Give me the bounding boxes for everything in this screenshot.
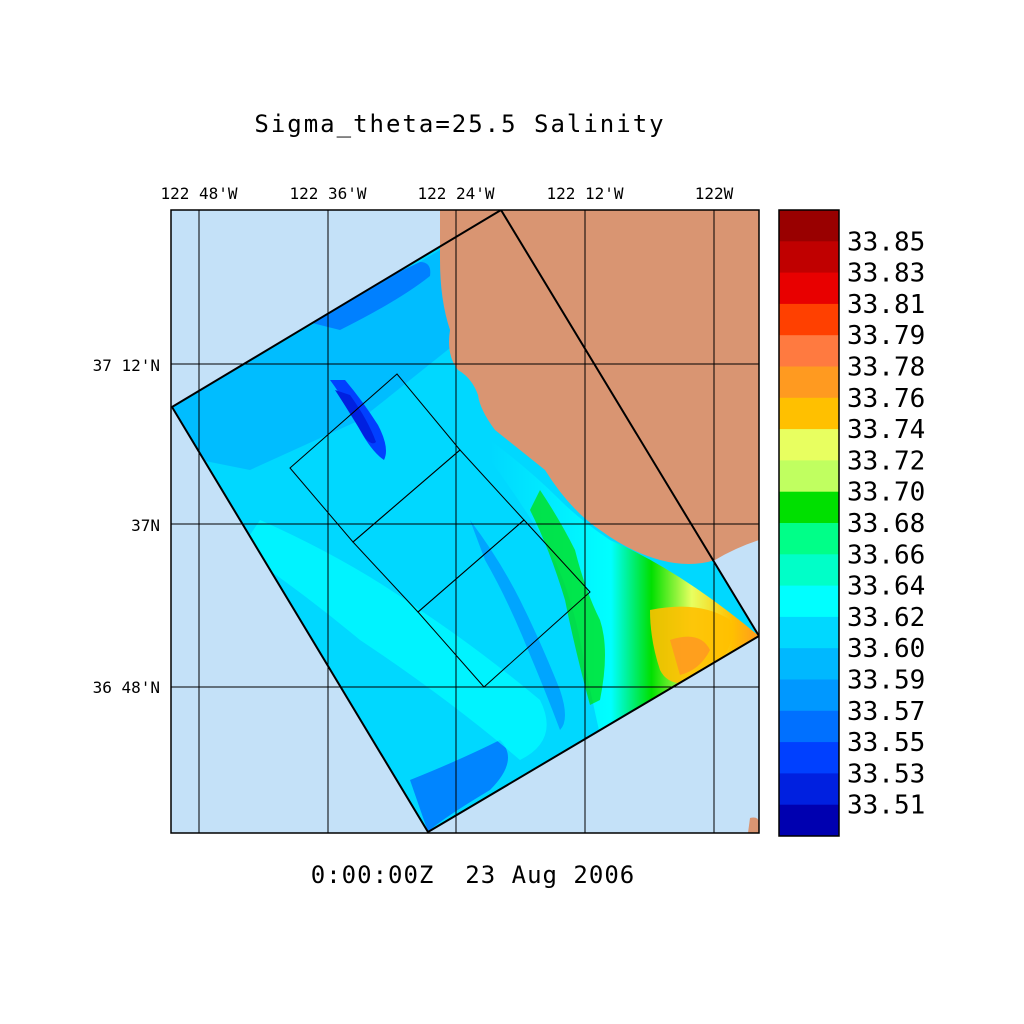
colorbar-label: 33.57 (847, 697, 925, 727)
salinity-fresh-offshore (172, 250, 460, 470)
colorbar-label: 33.72 (847, 446, 925, 476)
colorbar-label: 33.83 (847, 259, 925, 289)
plot-frame (170, 209, 760, 834)
salinity-low-north (300, 262, 431, 330)
colorbar-label: 33.78 (847, 353, 925, 383)
colorbar: 33.8533.8333.8133.7933.7833.7633.7433.72… (778, 209, 925, 837)
colorbar-label: 33.51 (847, 791, 925, 821)
colorbar-label: 33.85 (847, 227, 925, 257)
colorbar-swatch (779, 366, 839, 399)
colorbar-swatch (779, 335, 839, 367)
colorbar-label: 33.76 (847, 384, 925, 414)
salinity-low-south (410, 740, 508, 832)
colorbar-label: 33.59 (847, 666, 925, 696)
colorbar-label: 33.70 (847, 478, 925, 508)
colorbar-label: 33.68 (847, 509, 925, 539)
lon-label: 122 24'W (417, 184, 494, 203)
colorbar-label: 33.74 (847, 415, 925, 445)
colorbar-label: 33.79 (847, 321, 925, 351)
lat-label: 36 48'N (93, 678, 160, 697)
colorbar-swatch (779, 648, 839, 680)
salinity-mid-band (240, 520, 547, 760)
colorbar-swatch (779, 210, 839, 242)
colorbar-swatch (779, 460, 839, 493)
longitude-labels: 122 48'W 122 36'W 122 24'W 122 12'W 122W (160, 184, 733, 203)
colorbar-label: 33.53 (847, 759, 925, 789)
colorbar-frame (778, 209, 840, 837)
colorbar-swatch (779, 303, 839, 336)
latitude-labels: 37 12'N 37N 36 48'N (93, 356, 160, 697)
colorbar-swatch (779, 773, 839, 806)
colorbar-swatch (779, 241, 839, 274)
colorbar-label: 33.81 (847, 290, 925, 320)
model-domain-outline (171, 210, 759, 833)
colorbar-swatch (779, 272, 839, 305)
lat-label: 37 12'N (93, 356, 160, 375)
lon-label: 122 36'W (289, 184, 366, 203)
timestamp: 0:00:00Z 23 Aug 2006 (311, 861, 635, 889)
land-coastline (440, 210, 759, 564)
salinity-blue-streak (470, 520, 565, 730)
salinity-high-red (670, 636, 710, 675)
survey-boxes (289, 373, 591, 688)
colorbar-label: 33.64 (847, 572, 925, 602)
lon-label: 122 48'W (160, 184, 237, 203)
salinity-filament-inner (335, 390, 376, 444)
lon-label: 122W (695, 184, 734, 203)
colorbar-label: 33.55 (847, 728, 925, 758)
lat-label: 37N (131, 516, 160, 535)
lon-label: 122 12'W (546, 184, 623, 203)
land-islet (748, 817, 759, 833)
colorbar-swatch (779, 397, 839, 430)
colorbar-swatch (779, 710, 839, 743)
colorbar-swatch (779, 616, 839, 649)
colorbar-swatch (779, 679, 839, 712)
survey-box (417, 519, 591, 688)
colorbar-swatch (779, 804, 839, 837)
salinity-coastal-green (530, 490, 605, 705)
map-title: Sigma_theta=25.5 Salinity (254, 110, 665, 138)
colorbar-swatch (779, 585, 839, 618)
colorbar-swatch (779, 742, 839, 774)
map-plot-area (171, 210, 759, 833)
colorbar-label: 33.66 (847, 540, 925, 570)
colorbar-swatch (779, 429, 839, 461)
colorbar-label: 33.62 (847, 603, 925, 633)
colorbar-swatch (779, 491, 839, 524)
colorbar-swatch (779, 523, 839, 555)
colorbar-label: 33.60 (847, 634, 925, 664)
colorbar-swatch (779, 554, 839, 587)
